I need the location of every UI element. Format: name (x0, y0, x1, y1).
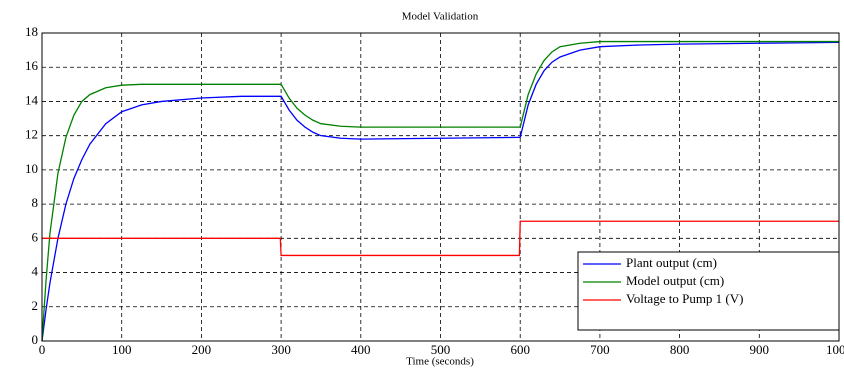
x-tick-label: 0 (39, 342, 46, 357)
axes-box (41, 32, 840, 342)
y-tick-label: 14 (25, 92, 39, 107)
y-tick-label: 6 (32, 229, 39, 244)
y-tick-label: 10 (25, 161, 38, 176)
x-tick-label: 100 (112, 342, 132, 357)
y-tick-label: 0 (32, 332, 39, 347)
x-tick-label: 200 (192, 342, 212, 357)
chart-title: Model Validation (402, 11, 479, 23)
y-tick-label: 18 (25, 24, 38, 39)
series-line (41, 41, 840, 342)
y-tick-label: 2 (32, 298, 39, 313)
y-tick-label: 12 (25, 127, 38, 142)
legend-label: Plant output (cm) (626, 255, 717, 270)
y-tick-label: 16 (25, 58, 39, 73)
legend-box (577, 251, 840, 331)
y-tick-label: 4 (32, 264, 39, 279)
x-tick-label: 300 (271, 342, 291, 357)
x-tick-label: 700 (590, 342, 610, 357)
legend-label: Voltage to Pump 1 (V) (626, 291, 743, 306)
x-tick-label: 400 (351, 342, 371, 357)
x-tick-label: 1000 (826, 342, 844, 357)
x-tick-label: 600 (510, 342, 530, 357)
y-tick-label: 8 (32, 195, 39, 210)
x-tick-label: 900 (750, 342, 770, 357)
x-axis-label: Time (seconds) (406, 356, 474, 368)
x-tick-label: 800 (670, 342, 690, 357)
series-line (42, 220, 839, 257)
legend-label: Model output (cm) (626, 273, 724, 288)
x-tick-label: 500 (431, 342, 451, 357)
series-line (41, 40, 839, 342)
